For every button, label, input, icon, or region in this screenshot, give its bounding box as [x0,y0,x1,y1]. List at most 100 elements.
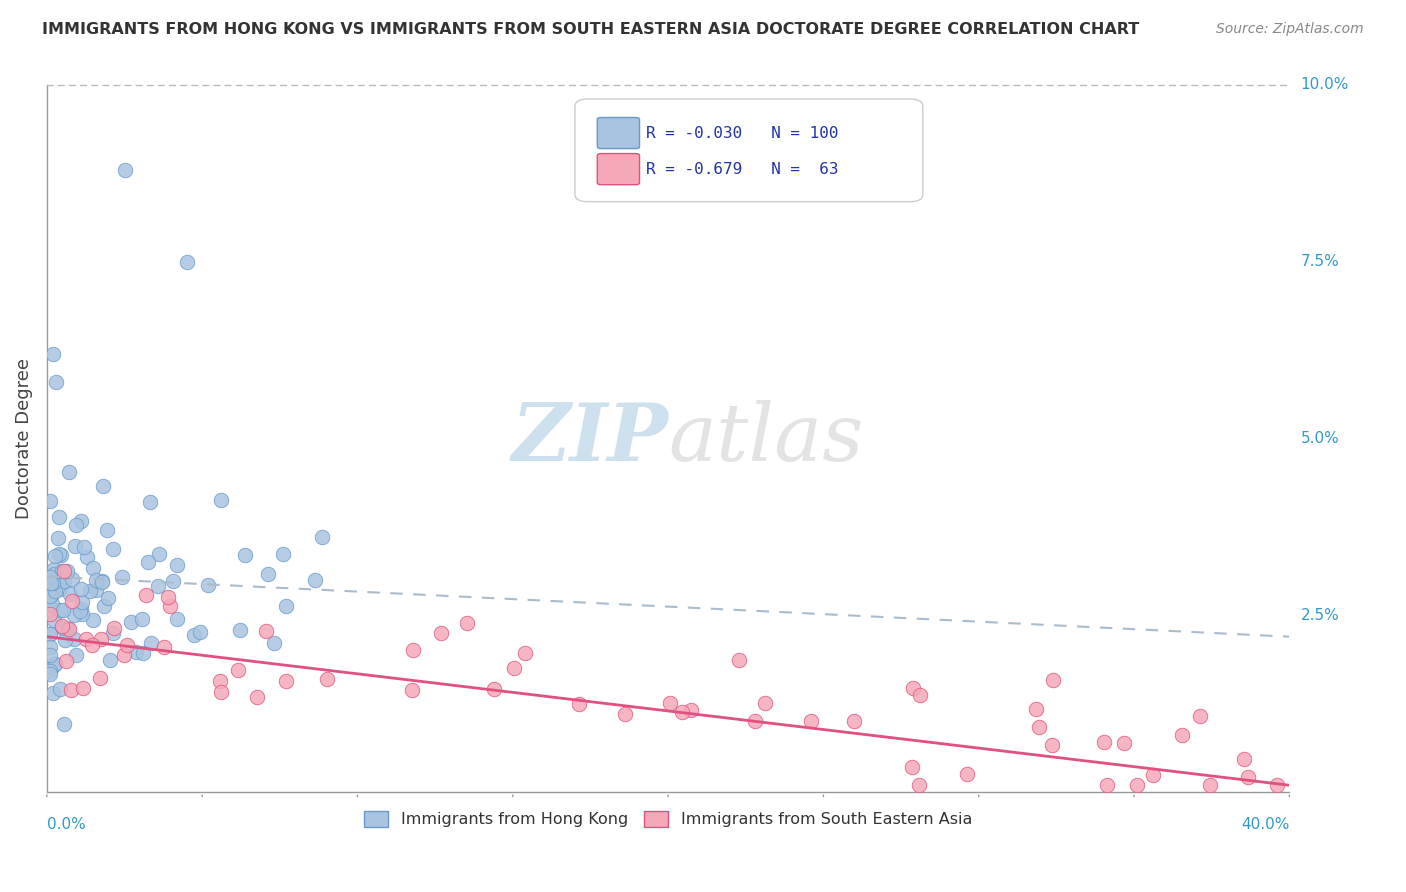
Point [45,571,67,585]
Point [59,682,82,697]
Point [233,549,256,563]
Point [1095,778,1118,792]
Point [63,539,86,553]
Point [1189,708,1212,723]
Point [316,672,339,686]
Point [44,562,66,576]
Point [1092,734,1115,748]
Point [41,575,63,590]
Point [90,632,112,646]
Text: 40.0%: 40.0% [1241,817,1289,832]
Point [956,767,979,781]
Point [671,705,693,719]
Point [79,584,101,599]
Point [727,653,749,667]
Point [1042,673,1064,688]
Point [90,574,112,589]
Point [44,657,66,671]
Point [908,778,931,792]
Point [162,574,184,589]
Point [55,564,77,578]
Point [183,628,205,642]
Point [62,608,84,623]
Point [908,688,931,702]
Point [39,627,62,641]
Point [1142,768,1164,782]
Point [52,621,75,635]
Point [120,615,142,630]
Point [1237,770,1260,784]
Point [744,714,766,728]
Point [197,578,219,592]
Point [72,681,94,695]
Point [48,603,70,617]
Point [614,706,637,721]
Point [51,564,73,578]
Point [1114,736,1136,750]
Point [53,717,76,731]
Point [91,574,114,589]
Point [188,624,211,639]
Point [844,714,866,729]
Point [152,640,174,655]
Point [58,622,80,636]
Point [44,614,66,628]
Point [82,561,104,575]
Point [69,604,91,618]
Point [274,673,297,688]
Point [125,645,148,659]
Point [39,648,62,663]
Point [209,685,232,699]
Point [103,541,125,556]
Point [41,659,63,673]
Point [39,589,62,603]
Point [63,632,86,647]
Point [42,347,65,361]
Point [62,594,84,608]
Point [48,547,70,561]
Point [58,465,80,479]
Text: R = -0.679   N =  63: R = -0.679 N = 63 [645,161,838,177]
Point [51,619,73,633]
Point [89,672,111,686]
Point [46,531,69,545]
Text: 10.0%: 10.0% [1301,78,1348,93]
Point [98,652,121,666]
Point [82,613,104,627]
Text: atlas: atlas [668,400,863,477]
Point [1199,777,1222,791]
Point [73,540,96,554]
Point [49,682,72,697]
Point [114,162,136,177]
Point [56,622,79,636]
Point [456,615,478,630]
Text: IMMIGRANTS FROM HONG KONG VS IMMIGRANTS FROM SOUTH EASTERN ASIA DOCTORATE DEGREE: IMMIGRANTS FROM HONG KONG VS IMMIGRANTS … [42,22,1139,37]
Point [176,254,198,268]
Point [401,682,423,697]
Point [39,607,62,621]
Point [53,632,76,647]
Point [132,646,155,660]
Point [45,375,67,389]
Point [136,555,159,569]
Point [131,612,153,626]
Point [49,573,72,587]
Point [41,576,63,591]
Point [502,661,524,675]
Point [208,673,231,688]
Point [901,681,924,695]
Point [263,635,285,649]
Point [111,569,134,583]
Point [52,574,75,589]
Point [44,657,66,672]
Point [271,547,294,561]
Point [65,648,87,663]
FancyBboxPatch shape [598,153,640,185]
Point [226,663,249,677]
Point [39,493,62,508]
Point [1025,701,1047,715]
Point [58,587,80,601]
Point [60,572,83,586]
Point [141,636,163,650]
Point [39,570,62,584]
